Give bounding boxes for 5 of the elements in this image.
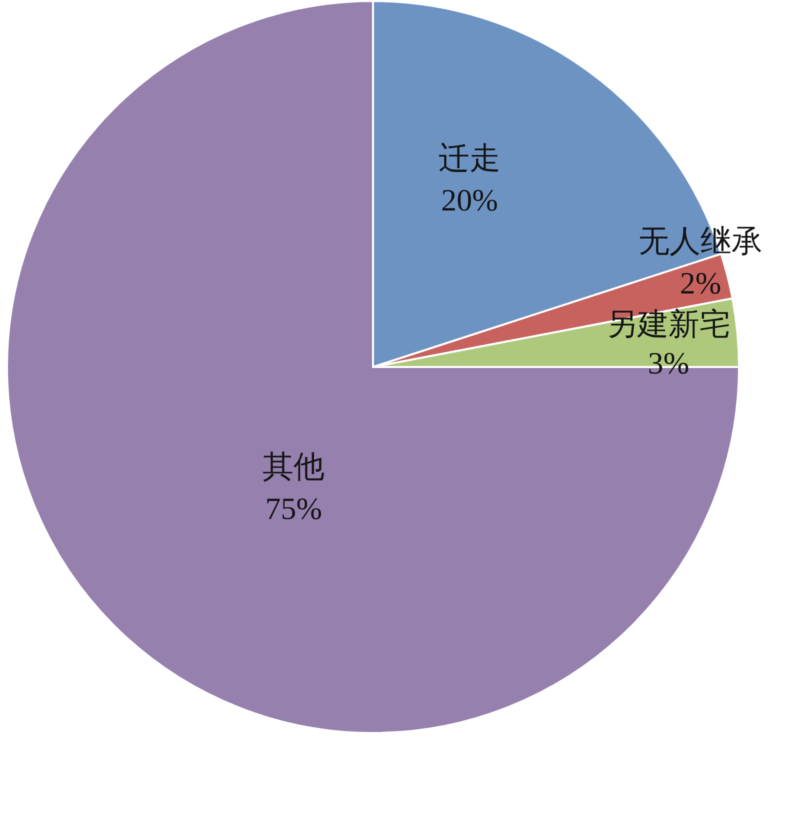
slice-label: 其他 (262, 448, 325, 484)
data-label: 75% (265, 490, 322, 526)
data-label: 20% (441, 182, 498, 218)
slice-label: 迁走 (438, 140, 501, 176)
data-label: 2% (680, 265, 722, 300)
